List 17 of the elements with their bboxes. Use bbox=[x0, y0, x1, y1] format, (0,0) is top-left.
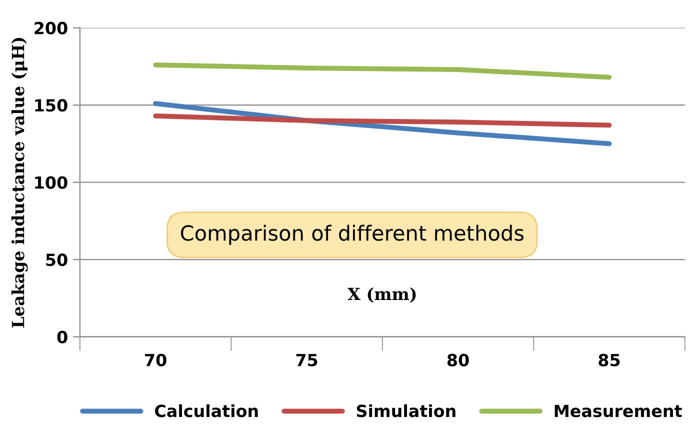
line-series bbox=[153, 113, 612, 128]
x-axis-title: X (mm) bbox=[348, 287, 416, 303]
x-tick-label: 80 bbox=[447, 354, 469, 366]
y-tick-label: 50 bbox=[46, 254, 68, 266]
x-tick-label: 85 bbox=[598, 354, 620, 366]
y-tick-label: 0 bbox=[57, 330, 68, 344]
x-tick-label: 70 bbox=[145, 354, 166, 366]
x-tick-label: 75 bbox=[296, 354, 318, 366]
y-axis-title: Leakage inductance value (μH) bbox=[11, 38, 28, 328]
legend-label: Simulation bbox=[356, 404, 456, 418]
legend-label: Measurement bbox=[554, 404, 682, 418]
y-tick-label: 200 bbox=[34, 22, 68, 34]
y-tick-label: 150 bbox=[35, 99, 68, 112]
text: Comparison of different methods bbox=[180, 224, 524, 245]
y-tick-label: 100 bbox=[35, 176, 68, 189]
legend-label: Calculation bbox=[155, 404, 258, 418]
line-series bbox=[153, 62, 612, 80]
